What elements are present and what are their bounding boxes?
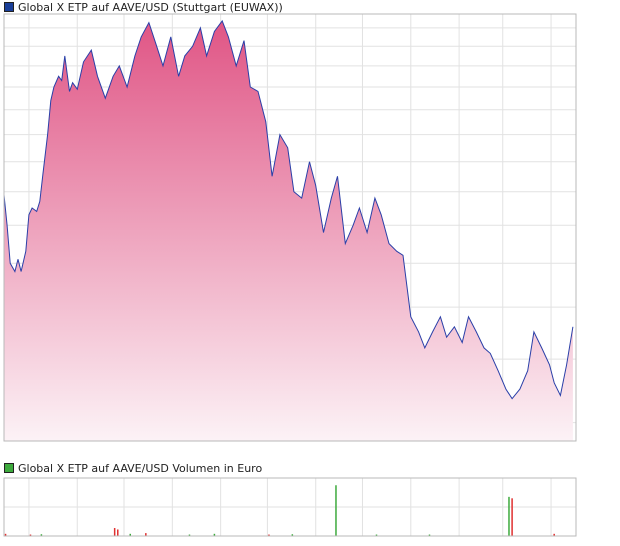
price-line xyxy=(3,19,574,400)
volume-bar xyxy=(508,496,510,536)
volume-bar xyxy=(335,485,337,536)
volume-bar xyxy=(291,534,294,536)
volume-bar xyxy=(29,534,32,536)
volume-bar xyxy=(40,534,43,536)
price-plot-frame xyxy=(3,13,577,442)
volume-bar xyxy=(213,533,216,536)
volume-bar xyxy=(188,534,191,536)
volume-plot-frame xyxy=(3,477,577,537)
volume-bar xyxy=(375,534,378,536)
price-legend: Global X ETP auf AAVE/USD (Stuttgart (EU… xyxy=(4,0,283,14)
volume-legend-swatch xyxy=(4,463,14,473)
volume-legend-label: Global X ETP auf AAVE/USD Volumen in Eur… xyxy=(18,461,263,475)
volume-bar xyxy=(113,528,116,536)
volume-bar xyxy=(145,533,147,536)
volume-bar xyxy=(268,534,270,536)
volume-bar xyxy=(428,534,431,536)
volume-bar xyxy=(117,529,119,536)
volume-bar xyxy=(553,533,555,536)
price-legend-swatch xyxy=(4,2,14,12)
price-area xyxy=(4,20,573,442)
volume-bar xyxy=(4,533,7,536)
volume-bar xyxy=(511,498,513,536)
volume-legend: Global X ETP auf AAVE/USD Volumen in Eur… xyxy=(4,461,262,475)
volume-bar xyxy=(129,533,131,536)
price-legend-label: Global X ETP auf AAVE/USD (Stuttgart (EU… xyxy=(18,0,283,14)
